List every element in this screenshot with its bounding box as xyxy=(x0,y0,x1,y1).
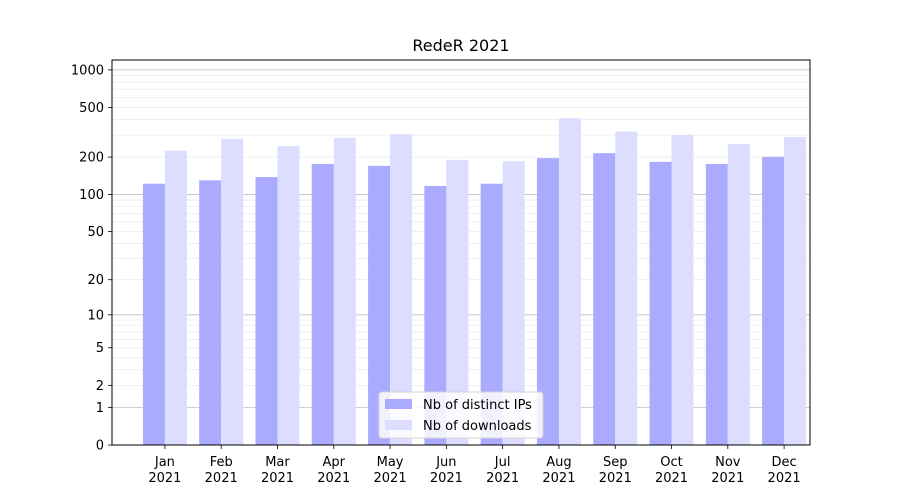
y-tick-label: 0 xyxy=(96,439,104,454)
legend-swatch xyxy=(385,399,412,409)
y-tick-label: 200 xyxy=(79,151,104,166)
y-tick-label: 100 xyxy=(79,188,104,203)
bar-distinct-ips xyxy=(762,156,785,445)
x-tick-label: Feb 2021 xyxy=(205,455,238,486)
y-tick-label: 10 xyxy=(87,308,104,323)
legend-label: Nb of distinct IPs xyxy=(423,398,532,413)
bar-downloads xyxy=(558,118,581,445)
bar-downloads xyxy=(390,134,413,445)
bar-distinct-ips xyxy=(368,165,391,446)
legend: Nb of distinct IPs Nb of downloads xyxy=(378,391,544,439)
bar-distinct-ips xyxy=(649,161,672,445)
axes: Jan 2021 Feb 2021 Mar 2021 Apr 2021 May 2021 Jun 20… xyxy=(71,59,811,486)
bar-downloads xyxy=(502,161,525,445)
x-tick-label: Jun 2021 xyxy=(430,455,463,486)
chart-title: RedeR 2021 xyxy=(412,36,509,55)
bar-distinct-ips xyxy=(536,158,559,445)
y-tick-label: 5 xyxy=(96,341,104,356)
y-tick-label: 1 xyxy=(96,401,104,416)
bar-downloads xyxy=(333,137,356,445)
bar-distinct-ips xyxy=(705,163,728,445)
x-tick-label: Jan 2021 xyxy=(148,455,181,486)
x-tick-label: Jul 2021 xyxy=(486,455,519,486)
x-tick-label: Nov 2021 xyxy=(711,455,744,486)
legend-label: Nb of downloads xyxy=(423,419,532,434)
bar-distinct-ips xyxy=(593,153,616,446)
bar-downloads xyxy=(727,143,750,445)
bar-downloads xyxy=(446,159,469,445)
bar-distinct-ips xyxy=(199,180,222,445)
bar-distinct-ips xyxy=(424,185,447,445)
bar-downloads xyxy=(615,131,638,445)
x-tick-label: Sep 2021 xyxy=(599,455,632,486)
x-tick-label: Mar 2021 xyxy=(261,455,294,486)
bar-downloads xyxy=(277,146,300,446)
x-tick-label: Apr 2021 xyxy=(317,455,350,486)
x-tick-label: Dec 2021 xyxy=(768,455,801,486)
x-tick-label: Aug 2021 xyxy=(542,455,575,486)
bar-downloads xyxy=(671,135,694,445)
y-tick-label: 20 xyxy=(87,273,104,288)
bar-downloads xyxy=(221,138,244,446)
x-tick-label: May 2021 xyxy=(374,455,407,486)
y-tick-label: 50 xyxy=(87,225,104,240)
bars xyxy=(142,118,807,446)
bar-downloads xyxy=(784,136,807,446)
legend-swatch xyxy=(385,420,412,430)
bar-distinct-ips xyxy=(311,163,334,445)
bar-distinct-ips xyxy=(142,183,165,446)
legend-box xyxy=(378,391,544,439)
bar-distinct-ips xyxy=(480,183,503,446)
x-tick-label: Oct 2021 xyxy=(655,455,688,486)
y-tick-label: 500 xyxy=(79,101,104,116)
y-tick-label: 2 xyxy=(96,379,104,394)
plot-frame xyxy=(111,59,811,446)
bar-distinct-ips xyxy=(255,177,278,445)
y-tick-label: 1000 xyxy=(71,63,104,78)
bar-downloads xyxy=(164,150,187,445)
